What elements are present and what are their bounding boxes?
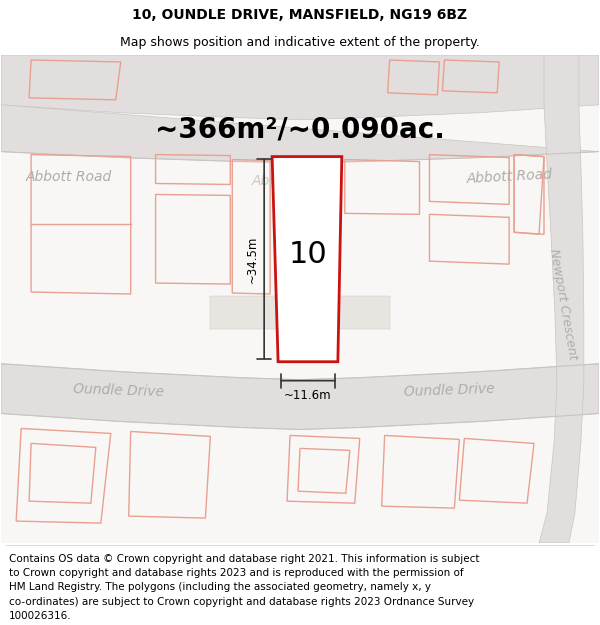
Text: Newport Crescent: Newport Crescent: [547, 248, 579, 361]
Text: Oundle Drive: Oundle Drive: [404, 382, 495, 399]
Text: Abbott Road: Abbott Road: [252, 174, 338, 189]
Polygon shape: [539, 55, 584, 543]
Text: 10: 10: [289, 239, 328, 269]
Text: co-ordinates) are subject to Crown copyright and database rights 2023 Ordnance S: co-ordinates) are subject to Crown copyr…: [9, 597, 474, 607]
Text: to Crown copyright and database rights 2023 and is reproduced with the permissio: to Crown copyright and database rights 2…: [9, 568, 464, 578]
Text: Contains OS data © Crown copyright and database right 2021. This information is : Contains OS data © Crown copyright and d…: [9, 554, 479, 564]
Text: 10, OUNDLE DRIVE, MANSFIELD, NG19 6BZ: 10, OUNDLE DRIVE, MANSFIELD, NG19 6BZ: [133, 8, 467, 22]
Text: ~11.6m: ~11.6m: [284, 389, 332, 402]
Text: HM Land Registry. The polygons (including the associated geometry, namely x, y: HM Land Registry. The polygons (includin…: [9, 582, 431, 592]
Text: Oundle Drive: Oundle Drive: [73, 382, 164, 399]
Text: Map shows position and indicative extent of the property.: Map shows position and indicative extent…: [120, 36, 480, 49]
Polygon shape: [1, 364, 599, 429]
Polygon shape: [272, 157, 342, 362]
Text: 100026316.: 100026316.: [9, 611, 71, 621]
Text: Abbott Road: Abbott Road: [466, 168, 553, 186]
Text: Abbott Road: Abbott Road: [26, 169, 112, 184]
Text: ~34.5m: ~34.5m: [246, 236, 259, 283]
Polygon shape: [211, 296, 389, 329]
Text: ~366m²/~0.090ac.: ~366m²/~0.090ac.: [155, 116, 445, 144]
Polygon shape: [1, 55, 599, 162]
